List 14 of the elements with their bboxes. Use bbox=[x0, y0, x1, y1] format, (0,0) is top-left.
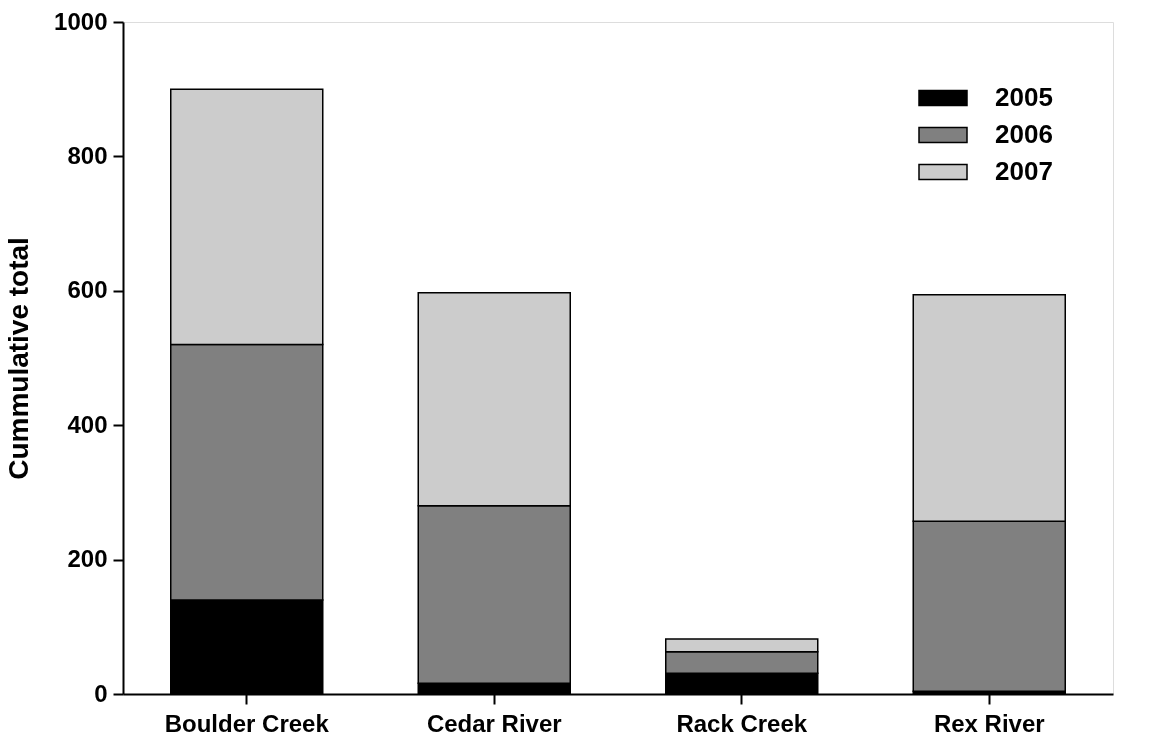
legend-label: 2005 bbox=[995, 82, 1053, 112]
legend-label: 2006 bbox=[995, 119, 1053, 149]
x-tick-label: Rack Creek bbox=[676, 709, 808, 737]
x-tick-label: Boulder Creek bbox=[164, 709, 330, 737]
y-tick-label: 200 bbox=[67, 545, 108, 573]
x-tick-label: Cedar River bbox=[426, 709, 562, 737]
x-tick-label: Rex River bbox=[933, 709, 1045, 737]
y-tick-label: 0 bbox=[94, 679, 108, 707]
y-tick-label: 800 bbox=[67, 141, 108, 169]
y-tick-label: 600 bbox=[67, 276, 108, 304]
y-axis-title: Cummulative total bbox=[3, 237, 35, 480]
legend-label: 2007 bbox=[995, 156, 1053, 186]
y-tick-label: 400 bbox=[67, 410, 108, 438]
y-tick-label: 1000 bbox=[54, 7, 108, 35]
